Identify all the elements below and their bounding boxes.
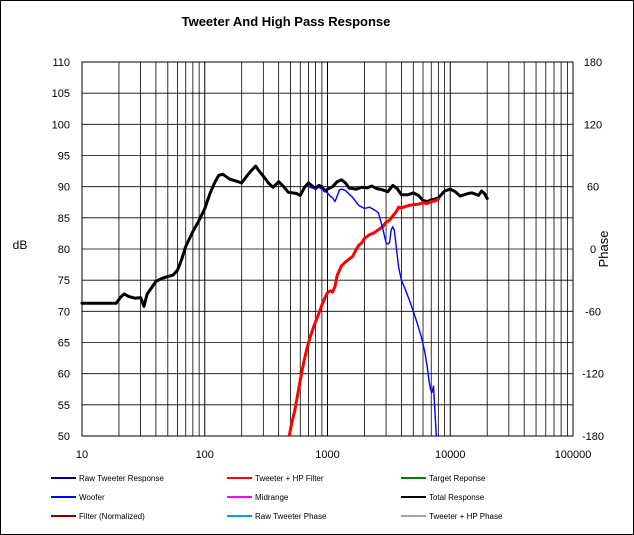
- y-tick-label: 95: [58, 151, 70, 163]
- y-axis-label: dB: [13, 238, 28, 252]
- y-tick-label: 75: [58, 275, 70, 287]
- y2-tick-label: -120: [582, 369, 604, 381]
- y2-tick-label: 120: [584, 119, 602, 131]
- y-tick-label: 65: [58, 338, 70, 350]
- y2-tick-label: -180: [582, 431, 604, 443]
- y-tick-label: 110: [52, 57, 70, 69]
- legend-label: Woofer: [79, 493, 105, 502]
- y-tick-label: 60: [58, 369, 70, 381]
- legend-label: Target Reponse: [429, 474, 486, 483]
- y-tick-label: 50: [58, 431, 70, 443]
- x-tick-label: 100: [196, 449, 214, 461]
- y-tick-label: 70: [58, 306, 70, 318]
- legend-label: Raw Tweeter Phase: [255, 512, 327, 521]
- legend-label: Midrange: [255, 493, 289, 502]
- y2-axis-label: Phase: [596, 231, 611, 268]
- legend-label: Tweeter + HP Filter: [255, 474, 324, 483]
- y-tick-label: 85: [58, 213, 70, 225]
- series-line-tweeter-hp-filter: [288, 197, 440, 437]
- y-tick-label: 105: [52, 88, 70, 100]
- y-tick-label: 80: [58, 244, 70, 256]
- y2-tick-label: 180: [584, 57, 602, 69]
- x-tick-label: 100000: [555, 449, 592, 461]
- series-line-total-response: [80, 164, 489, 308]
- y-tick-label: 90: [58, 182, 70, 194]
- legend-label: Total Response: [429, 493, 485, 502]
- x-tick-label: 10: [76, 449, 88, 461]
- x-tick-label: 1000: [315, 449, 339, 461]
- y2-tick-label: 60: [587, 182, 599, 194]
- y-tick-label: 100: [52, 119, 70, 131]
- y2-tick-label: -60: [585, 306, 601, 318]
- y-tick-label: 55: [58, 400, 70, 412]
- series-line-woofer: [307, 185, 437, 437]
- legend-label: Filter (Normalized): [79, 512, 145, 521]
- x-tick-label: 10000: [435, 449, 466, 461]
- y2-tick-label: 0: [590, 244, 596, 256]
- chart-title: Tweeter And High Pass Response: [182, 14, 391, 29]
- legend-label: Raw Tweeter Response: [79, 474, 164, 483]
- legend-label: Tweeter + HP Phase: [429, 512, 503, 521]
